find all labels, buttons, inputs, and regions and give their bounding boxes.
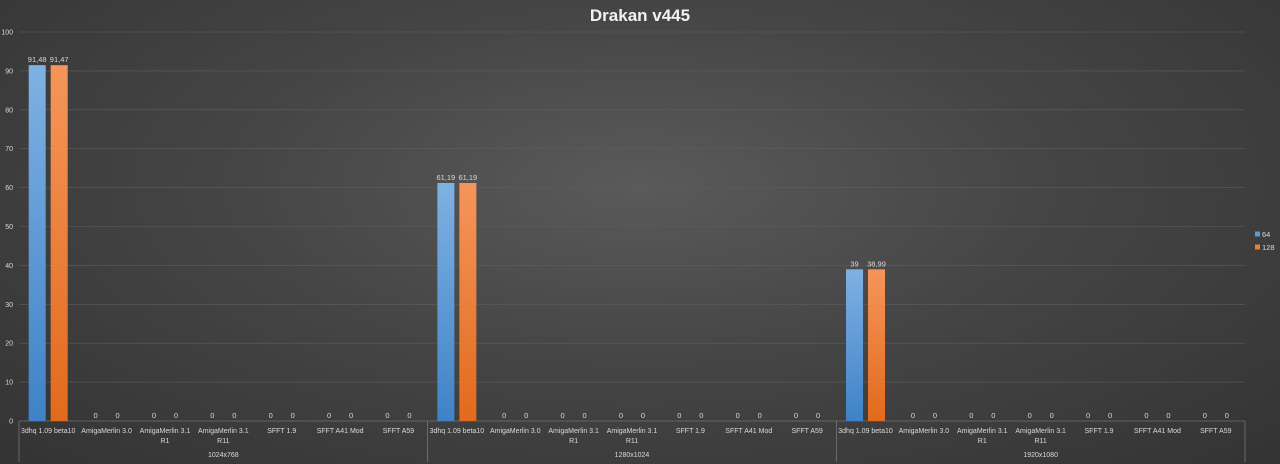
y-tick-label: 70 [5,146,13,153]
data-label: 0 [349,411,353,420]
data-label: 0 [583,411,587,420]
category-label: SFFT A59 [383,428,414,435]
data-label: 0 [736,411,740,420]
y-axis: 0 10 20 30 40 50 60 70 80 90 100 [1,30,13,426]
bar-128 [459,182,477,421]
data-label: 0 [152,411,156,420]
bar-128 [868,269,886,421]
category-label: 3dhq 1.09 beta10 [838,428,893,435]
data-label: 0 [1225,411,1229,420]
data-label: 0 [933,411,937,420]
bar-128 [50,65,68,421]
category-label: AmigaMerlin 3.0 [899,428,950,435]
bar-64 [28,65,46,422]
category-label: SFFT A41 Mod [1134,428,1181,435]
data-label: 0 [969,411,973,420]
data-label: 0 [794,411,798,420]
category-label: SFFT 1.9 [267,428,296,435]
data-label: 61,19 [458,173,477,182]
chart-title: Drakan v445 [590,6,690,25]
data-label: 0 [699,411,703,420]
y-tick-label: 40 [5,263,13,270]
data-label: 0 [1050,411,1054,420]
y-tick-label: 30 [5,302,13,309]
y-tick-label: 20 [5,341,13,348]
data-label: 0 [641,411,645,420]
data-label: 0 [619,411,623,420]
group-label: 1280x1024 [615,452,650,459]
category-label: SFFT A41 Mod [317,428,364,435]
legend-label: 128 [1262,243,1275,252]
data-label: 0 [561,411,565,420]
y-tick-label: 0 [9,419,13,426]
bar-64 [437,182,455,421]
bars: 91,48 91,47 0 0 0 0 0 0 0 0 0 0 0 0 61,19 61,19 0 0 0 0 0 0 0 0… [28,55,1229,422]
data-label: 0 [210,411,214,420]
data-label: 0 [1166,411,1170,420]
data-label: 0 [385,411,389,420]
data-label: 91,48 [28,55,47,64]
y-tick-label: 100 [1,30,13,37]
data-label: 38,99 [867,259,886,268]
data-label: 0 [1144,411,1148,420]
category-label: AmigaMerlin 3.0 [81,428,132,435]
legend-label: 64 [1262,230,1270,239]
data-label: 0 [327,411,331,420]
data-label: 0 [1086,411,1090,420]
legend-swatch-64 [1255,231,1260,237]
category-label: AmigaMerlin 3.0 [490,428,541,435]
data-label: 0 [1028,411,1032,420]
data-label: 0 [816,411,820,420]
category-label: 3dhq 1.09 beta10 [21,428,76,435]
data-label: 0 [291,411,295,420]
data-label: 0 [93,411,97,420]
category-label: AmigaMerlin 3.1 R11 [198,428,249,445]
data-label: 0 [1108,411,1112,420]
data-label: 0 [991,411,995,420]
x-axis: 3dhq 1.09 beta10 AmigaMerlin 3.0 AmigaMerl… [18,421,1246,462]
y-tick-label: 50 [5,224,13,231]
category-label: AmigaMerlin 3.1 R11 [1015,428,1066,445]
data-label: 0 [758,411,762,420]
y-tick-label: 90 [5,68,13,75]
bar-64 [846,269,864,421]
y-tick-label: 60 [5,185,13,192]
data-label: 39 [850,259,858,268]
group-label: 1024x768 [208,452,239,459]
category-label: AmigaMerlin 3.1 R1 [140,428,191,445]
category-label: SFFT A59 [1200,428,1231,435]
category-label: SFFT A41 Mod [725,428,772,435]
data-label: 0 [677,411,681,420]
category-label: SFFT A59 [791,428,822,435]
data-label: 0 [502,411,506,420]
data-label: 0 [174,411,178,420]
category-label: SFFT 1.9 [676,428,705,435]
data-label: 61,19 [436,173,455,182]
legend-swatch-128 [1255,244,1260,250]
category-label: AmigaMerlin 3.1 R11 [607,428,658,445]
data-label: 0 [269,411,273,420]
gridlines [19,31,1245,422]
category-label: AmigaMerlin 3.1 R1 [548,428,599,445]
data-label: 0 [407,411,411,420]
category-label: AmigaMerlin 3.1 R1 [957,428,1008,445]
group-label: 1920x1080 [1023,452,1058,459]
data-label: 91,47 [50,55,69,64]
category-label: 3dhq 1.09 beta10 [430,428,485,435]
y-tick-label: 10 [5,380,13,387]
data-label: 0 [232,411,236,420]
data-label: 0 [524,411,528,420]
data-label: 0 [1203,411,1207,420]
data-label: 0 [911,411,915,420]
y-tick-label: 80 [5,107,13,114]
category-label: SFFT 1.9 [1085,428,1114,435]
data-label: 0 [115,411,119,420]
